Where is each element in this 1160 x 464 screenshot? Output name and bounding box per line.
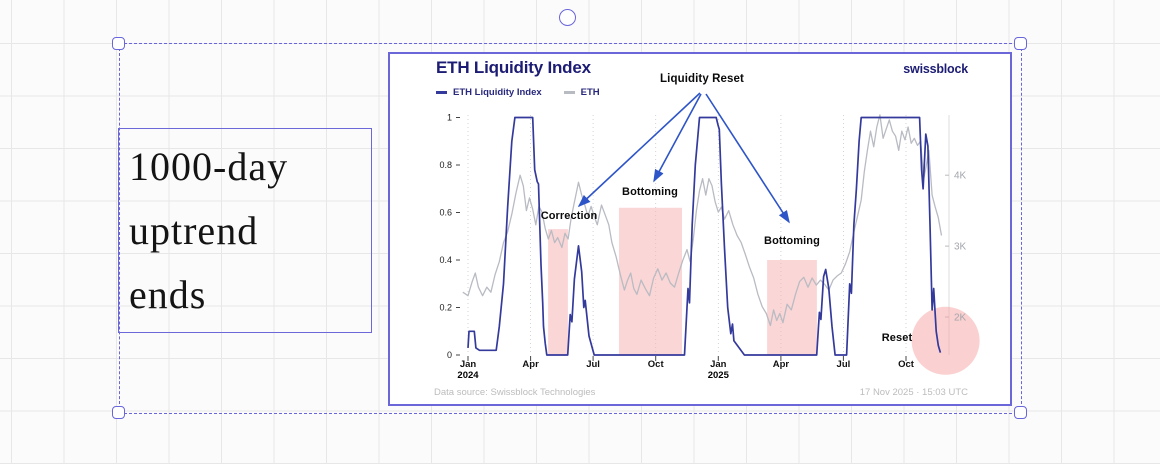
y-tick-02: 0.2 — [439, 303, 452, 313]
x-tick-oct25: Oct — [898, 359, 915, 370]
swissblock-logo: swissblock — [903, 62, 968, 76]
x-tick-year-2024: 2024 — [457, 370, 479, 381]
reset-label: Reset — [881, 332, 913, 344]
correction-label: Correction — [540, 210, 598, 222]
eth-price-line — [462, 114, 943, 327]
x-tick-jul25: Jul — [837, 359, 851, 370]
y-tick-1: 1 — [447, 113, 452, 123]
x-tick-jan24: Jan — [460, 359, 477, 370]
r-tick-4k: 4K — [954, 171, 967, 182]
liquidity-reset-label: Liquidity Reset — [660, 73, 744, 85]
selection-handle-top-left[interactable] — [112, 37, 125, 50]
chart-legend: ETH Liquidity Index ETH — [436, 87, 622, 98]
chart-image-element[interactable]: 1 0.8 0.6 0.4 0.2 0 4K 3K 2K Jan 2024 Ap… — [388, 52, 1012, 406]
arrow-to-bottoming-1 — [653, 93, 702, 183]
reset-highlight-circle — [911, 306, 980, 375]
annotation-line-2: uptrend — [129, 208, 259, 253]
chart-plot-area: 1 0.8 0.6 0.4 0.2 0 4K 3K 2K Jan 2024 Ap… — [439, 92, 980, 381]
bottom-axis-ticks — [467, 356, 907, 361]
selection-handle-bottom-right[interactable] — [1014, 406, 1027, 419]
correction-band — [548, 229, 568, 355]
data-source-text: Data source: Swissblock Technologies — [434, 387, 596, 398]
x-tick-apr25: Apr — [773, 359, 790, 370]
x-tick-jul24: Jul — [586, 359, 600, 370]
y-tick-0: 0 — [447, 350, 452, 360]
right-axis-ticks — [945, 174, 949, 318]
legend-label-liquidity: ETH Liquidity Index — [453, 87, 542, 98]
selection-handle-bottom-left[interactable] — [112, 406, 125, 419]
rotation-handle[interactable] — [559, 9, 576, 26]
arrow-to-bottoming-2 — [705, 93, 790, 224]
legend-item-eth: ETH — [563, 87, 600, 98]
y-tick-04: 0.4 — [439, 255, 452, 265]
highlight-bands — [548, 207, 817, 356]
r-tick-2k: 2K — [954, 313, 967, 324]
bottoming-label-2: Bottoming — [764, 235, 820, 247]
selection-handle-top-right[interactable] — [1014, 37, 1027, 50]
arrow-to-correction — [577, 92, 701, 208]
x-tick-jan25: Jan — [710, 359, 727, 370]
annotation-line-3: ends — [129, 272, 207, 317]
liquidity-index-line — [467, 116, 942, 356]
bottoming-label-1: Bottoming — [622, 186, 678, 198]
y-tick-06: 0.6 — [439, 208, 452, 218]
annotation-text-element[interactable]: 1000-day uptrend ends — [118, 128, 372, 333]
legend-dash-liquidity-icon — [436, 91, 447, 94]
r-tick-3k: 3K — [954, 242, 967, 253]
annotation-line-1: 1000-day — [129, 144, 289, 189]
x-tick-year-2025: 2025 — [708, 370, 730, 381]
y-tick-08: 0.8 — [439, 160, 452, 170]
legend-item-liquidity: ETH Liquidity Index — [436, 87, 542, 98]
legend-dash-eth-icon — [563, 91, 575, 94]
bottoming-band-1 — [619, 207, 682, 356]
liquidity-reset-arrows — [577, 92, 790, 224]
chart-title: ETH Liquidity Index — [436, 58, 591, 77]
legend-label-eth: ETH — [580, 87, 600, 98]
left-axis-ticks — [456, 117, 460, 356]
timestamp-text: 17 Nov 2025 · 15:03 UTC — [859, 387, 968, 398]
x-tick-oct24: Oct — [648, 359, 665, 370]
x-tick-apr24: Apr — [522, 359, 539, 370]
